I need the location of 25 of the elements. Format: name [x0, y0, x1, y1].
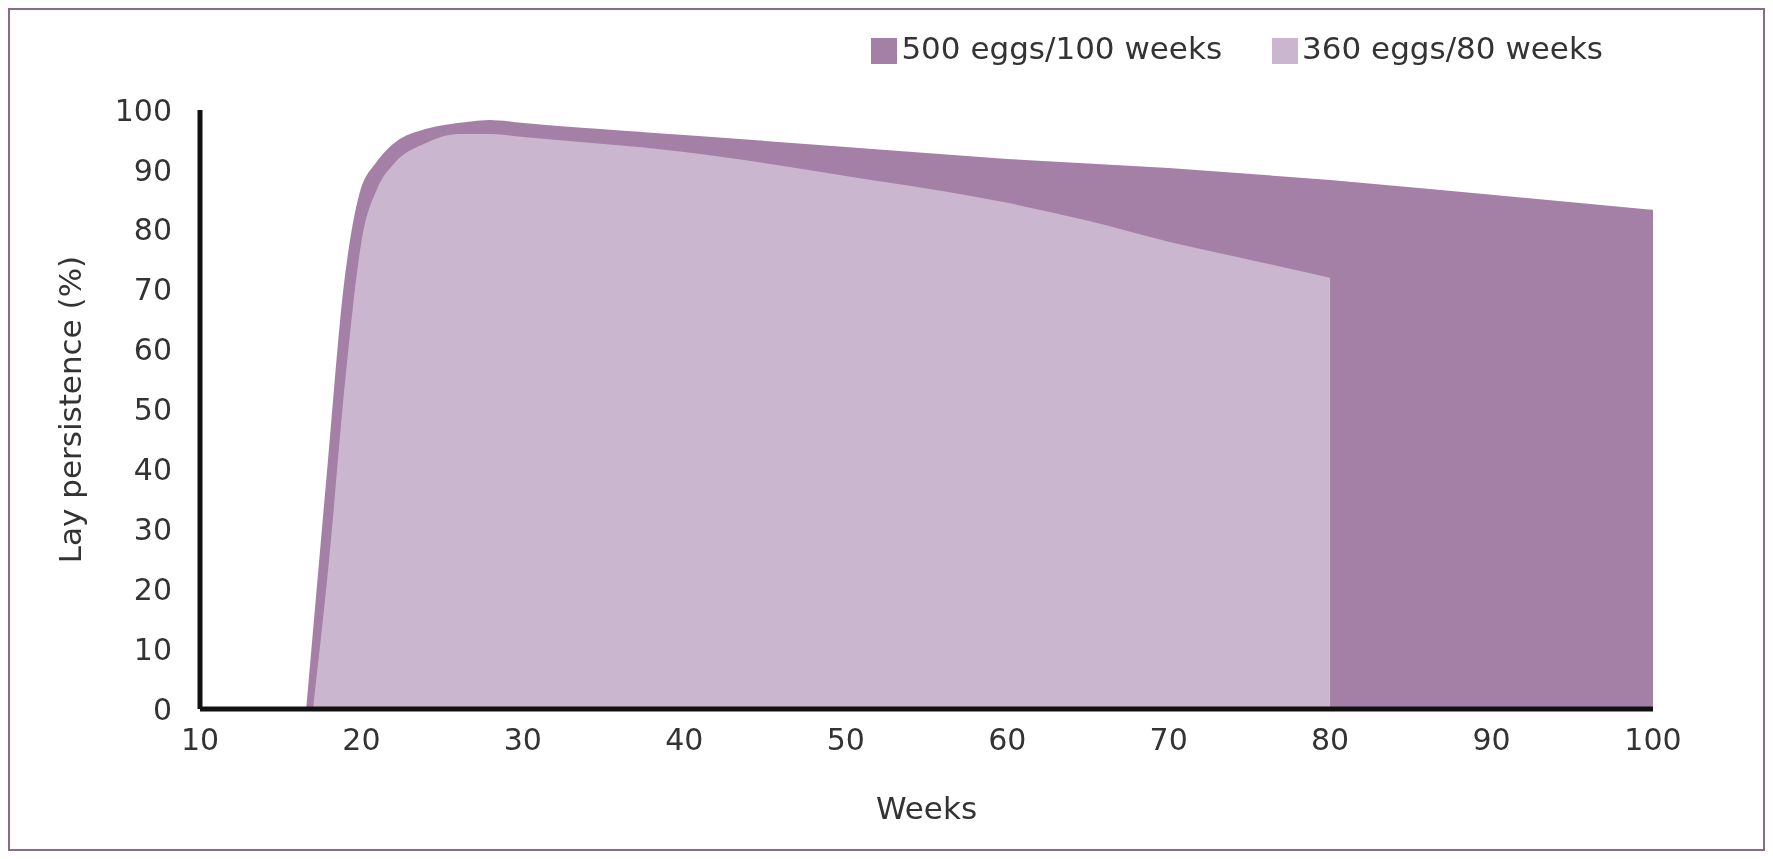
- x-tick-label: 100: [1624, 722, 1682, 758]
- x-tick-label: 10: [180, 722, 220, 758]
- y-tick-label: 10: [133, 631, 172, 667]
- y-tick-label: 60: [133, 332, 172, 368]
- x-tick-label: 60: [988, 722, 1027, 758]
- x-axis-title: Weeks: [875, 790, 978, 826]
- y-tick-label: 20: [133, 571, 172, 607]
- legend-label: 360 eggs/80 weeks: [1302, 30, 1603, 66]
- x-tick-label: 30: [503, 722, 542, 758]
- y-tick-label: 100: [114, 92, 172, 128]
- y-tick-label: 90: [133, 152, 172, 188]
- y-tick-label: 30: [133, 511, 172, 547]
- x-tick-label: 20: [342, 722, 381, 758]
- x-tick-label: 50: [826, 722, 865, 758]
- y-axis-title: Lay persistence (%): [52, 255, 89, 564]
- y-tick-label: 80: [133, 212, 172, 248]
- x-tick-label: 90: [1472, 722, 1511, 758]
- legend-label: 500 eggs/100 weeks: [901, 30, 1223, 66]
- x-tick-label: 80: [1311, 722, 1350, 758]
- y-tick-label: 70: [133, 272, 172, 308]
- x-tick-label: 40: [665, 722, 704, 758]
- y-tick-label: 0: [152, 691, 172, 727]
- y-tick-label: 40: [133, 452, 172, 488]
- y-tick-label: 50: [133, 392, 172, 428]
- x-tick-label: 70: [1149, 722, 1188, 758]
